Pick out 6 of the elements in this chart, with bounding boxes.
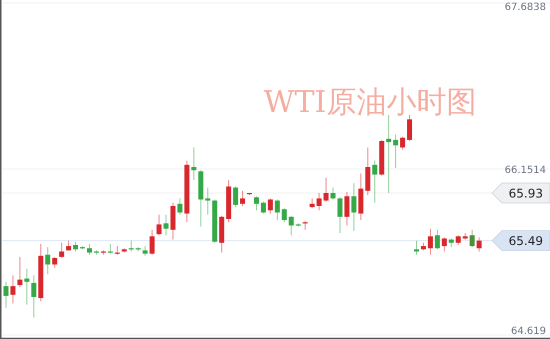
text: WTI原油小时图 xyxy=(264,85,476,120)
y-tick-label: 66.1514 xyxy=(504,165,546,176)
y-tick-label: 64.619 xyxy=(511,326,546,337)
ref-line-label: 65.49 xyxy=(508,234,543,248)
y-tick-label: 67.6838 xyxy=(504,2,546,13)
ref-line-label: 65.93 xyxy=(508,186,543,200)
